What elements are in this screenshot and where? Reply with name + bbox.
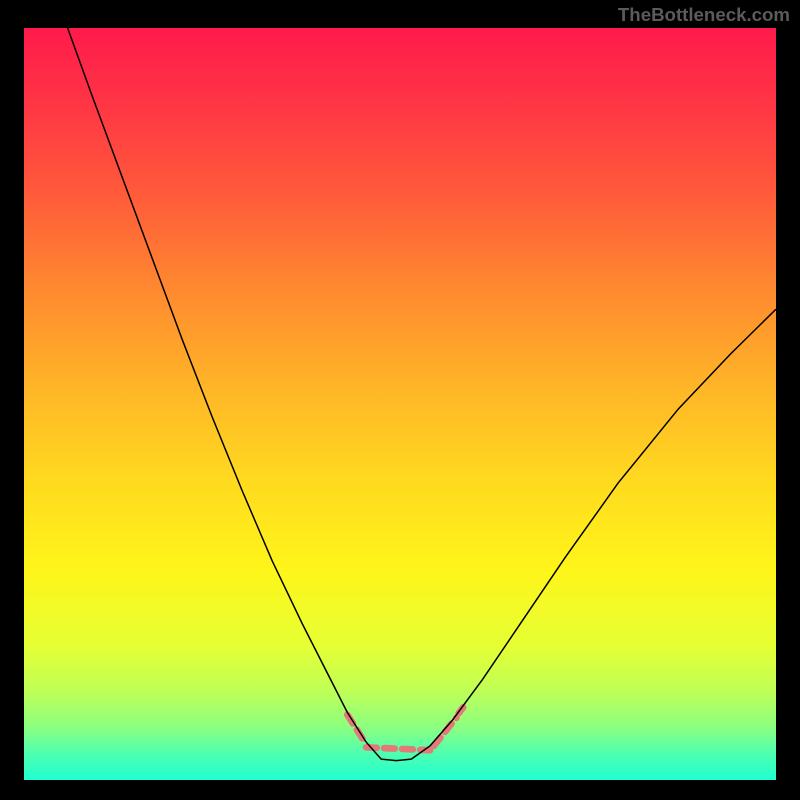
chart-frame: TheBottleneck.com: [0, 0, 800, 800]
bottleneck-curve: [68, 28, 776, 761]
curve-layer: [24, 28, 776, 768]
plot-area: [24, 28, 776, 768]
watermark-text: TheBottleneck.com: [618, 4, 790, 26]
